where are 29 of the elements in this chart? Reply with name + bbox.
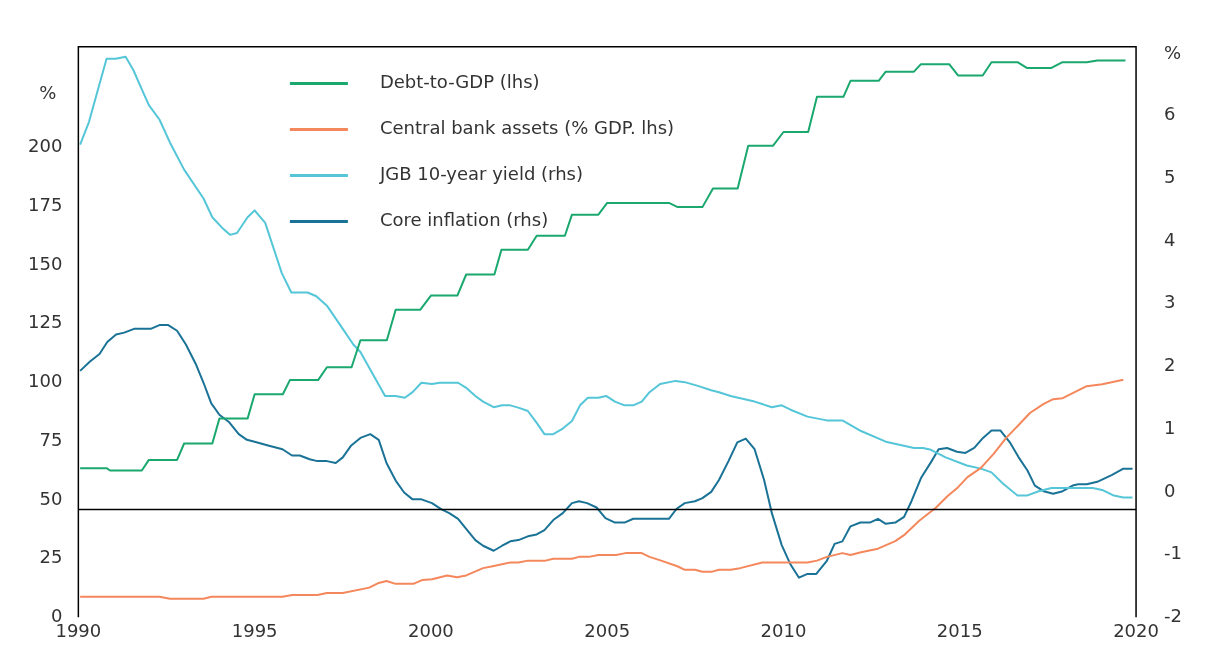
y2-tick-label: 3 — [1164, 291, 1176, 313]
y2-tick-label: 6 — [1164, 103, 1176, 125]
x-tick-label: 2020 — [1113, 619, 1159, 641]
y-tick-label: 125 — [28, 311, 63, 333]
y-tick-label: 200 — [28, 135, 63, 157]
y2-tick-label: 1 — [1164, 416, 1176, 438]
y2-tick-label: 2 — [1164, 354, 1176, 376]
x-tick-label: 2015 — [936, 619, 983, 641]
legend-label: Central bank assets (% GDP. lhs) — [379, 117, 675, 139]
y2-tick-label: 5 — [1164, 166, 1176, 188]
legend-label: JGB 10-year yield (rhs) — [378, 163, 583, 185]
x-tick-label: 1995 — [231, 619, 278, 641]
legend-label: Debt-to-GDP (lhs) — [379, 71, 540, 93]
x-tick-label: 2000 — [408, 619, 454, 641]
y2-axis-title: % — [1164, 42, 1182, 64]
y-tick-label: 75 — [39, 428, 63, 450]
x-tick-label: 2005 — [584, 619, 631, 641]
legend-label: Core inflation (rhs) — [379, 209, 549, 231]
y2-tick-label: 0 — [1164, 479, 1176, 501]
y2-tick-label: -1 — [1164, 542, 1183, 564]
y-tick-label: 150 — [28, 252, 63, 274]
x-tick-label: 2010 — [760, 619, 807, 641]
y-tick-label: 50 — [39, 487, 63, 509]
y-axis-title: % — [39, 82, 57, 104]
y2-tick-label: -2 — [1164, 604, 1183, 626]
y-tick-label: 25 — [39, 546, 63, 568]
y-tick-label: 175 — [28, 194, 63, 216]
y-tick-label: 100 — [28, 370, 63, 392]
y2-tick-label: 4 — [1164, 228, 1176, 250]
